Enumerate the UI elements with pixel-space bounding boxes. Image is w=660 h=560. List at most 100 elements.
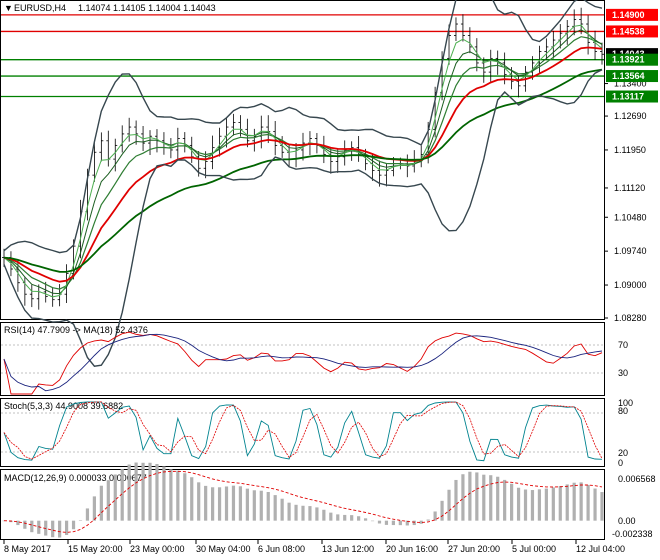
macd-bar	[384, 520, 389, 525]
ma-line-darkgreen	[3, 68, 603, 273]
macd-tick-top: 0.006568	[618, 474, 656, 484]
macd-bar	[482, 474, 486, 521]
macd-bar	[183, 473, 187, 521]
price-tick-label: 1.10480	[614, 212, 647, 222]
stoch-k-line	[3, 401, 603, 462]
stoch-d-line	[3, 401, 603, 460]
macd-bar	[266, 491, 270, 521]
time-tick-label: 23 May 00:00	[130, 544, 185, 554]
macd-bar	[336, 514, 340, 521]
header-arrow-icon: ▼	[4, 3, 13, 13]
macd-bar	[217, 487, 222, 521]
macd-bar	[440, 500, 444, 521]
macd-bar	[252, 490, 256, 521]
macd-bar	[162, 466, 166, 521]
macd-bar	[544, 488, 548, 521]
rsi-label: RSI(14) 47.7909 -> MA(18) 52.4376	[4, 325, 148, 335]
price-tag	[606, 53, 658, 66]
time-tick-label: 5 Jul 00:00	[512, 544, 556, 554]
macd-bar	[398, 520, 402, 526]
macd-tick-zero: 0.00	[618, 516, 636, 526]
time-tick-label: 12 Jul 04:00	[576, 544, 625, 554]
price-tick-label: 1.13400	[614, 79, 647, 89]
macd-bar	[155, 463, 159, 521]
macd-bar	[23, 520, 27, 529]
macd-bar	[308, 506, 312, 521]
price-tick-label: 1.11950	[614, 145, 646, 155]
macd-bar	[357, 516, 361, 521]
price-tag	[606, 25, 658, 38]
macd-bar	[461, 474, 465, 521]
macd-bar	[148, 462, 152, 521]
time-tick-label: 30 May 04:00	[196, 544, 251, 554]
macd-bar	[496, 476, 500, 521]
macd-bar	[489, 475, 493, 521]
macd-bar	[85, 508, 90, 521]
price-tag-label: 1.14900	[612, 10, 645, 20]
ma-line-light	[3, 24, 603, 298]
macd-bar	[593, 488, 597, 521]
macd-bar	[92, 496, 96, 521]
price-tick-label: 1.09740	[614, 246, 647, 256]
macd-bar	[134, 462, 138, 521]
macd-label: MACD(12,26,9) 0.000033 0.000677	[4, 473, 147, 483]
macd-bar	[273, 495, 277, 521]
macd-bar	[190, 477, 194, 521]
macd-histogram	[2, 462, 604, 538]
macd-bar	[120, 469, 124, 521]
price-tag-label: 1.13117	[612, 92, 644, 102]
price-tick-label: 1.09000	[614, 280, 647, 290]
macd-bar	[16, 520, 20, 526]
bollinger-upper	[3, 0, 603, 254]
macd-bar	[475, 472, 479, 521]
macd-bar	[204, 485, 208, 521]
macd-bar	[579, 482, 583, 521]
macd-bar	[30, 520, 34, 533]
macd-bar	[377, 520, 382, 524]
horizontal-levels	[1, 14, 604, 98]
price-tag-label: 1.13921	[612, 55, 645, 65]
macd-bar	[64, 520, 69, 535]
macd-bar	[503, 479, 507, 521]
time-tick-label: 15 May 20:00	[68, 544, 123, 554]
rsi-panel-frame	[0, 322, 605, 396]
time-tick-label: 13 Jun 12:00	[322, 544, 374, 554]
stoch-tick-20: 20	[618, 448, 628, 458]
price-tick-label: 1.08280	[614, 313, 647, 323]
macd-bar	[259, 490, 263, 521]
stoch-label: Stoch(5,3,3) 44.9008 39.6882	[4, 401, 123, 411]
price-tag	[606, 90, 658, 103]
macd-bar	[197, 482, 201, 521]
price-tick-label: 1.12690	[614, 111, 647, 121]
stoch-tick-100: 100	[618, 398, 633, 408]
macd-bar	[224, 486, 229, 521]
header-symbol: EURUSD,H4	[14, 3, 66, 13]
price-tag	[606, 8, 658, 21]
macd-bar	[343, 514, 347, 521]
macd-bar	[176, 470, 180, 521]
macd-bar	[530, 490, 535, 521]
macd-bar	[537, 489, 542, 521]
macd-bar	[106, 480, 110, 521]
macd-bar	[523, 489, 528, 521]
macd-bar	[516, 487, 521, 521]
macd-bar	[412, 520, 416, 526]
price-series	[2, 0, 604, 367]
macd-bar	[99, 485, 103, 521]
price-axis: 1.13400 1.12690 1.11950 1.11120 1.10480 1.097…	[604, 79, 647, 323]
macd-bar	[426, 519, 430, 521]
price-tags: 1.149001.145381.140431.139211.135641.131…	[606, 8, 658, 103]
macd-signal-line	[3, 470, 603, 533]
price-tick-label: 1.11120	[614, 183, 645, 193]
macd-bar	[468, 471, 472, 521]
macd-bar	[600, 492, 604, 521]
macd-bar	[78, 520, 83, 521]
stoch-tick-80: 80	[618, 406, 628, 416]
header-ohlc: 1.14074 1.14105 1.14004 1.14043	[78, 3, 216, 13]
macd-bar	[58, 520, 62, 538]
macd-bar	[405, 520, 409, 526]
macd-bar	[447, 489, 451, 521]
macd-bar	[565, 484, 569, 521]
macd-bar	[433, 511, 437, 521]
